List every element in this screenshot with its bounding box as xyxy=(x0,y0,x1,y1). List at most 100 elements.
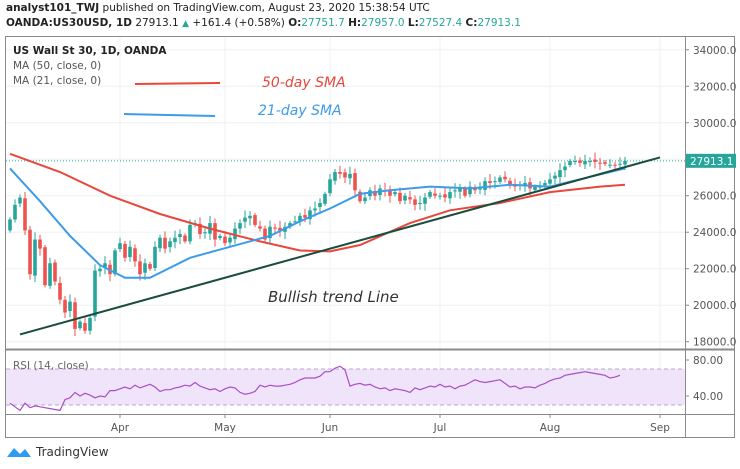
time-tick-label: May xyxy=(214,422,236,434)
candle-body xyxy=(478,188,482,190)
candle-body xyxy=(588,161,592,163)
price-axis: 34000.0 32000.0 30000.0 26000.0 24000.0 22000… xyxy=(685,45,736,349)
candle-body xyxy=(173,237,177,243)
candle-body xyxy=(553,175,557,179)
candle-body xyxy=(113,250,117,275)
candle-body xyxy=(88,317,92,331)
candle-body xyxy=(468,186,472,195)
candle-body xyxy=(123,243,127,258)
candle-body xyxy=(218,235,222,239)
symbol-name: OANDA:US30USD, 1D xyxy=(6,17,132,29)
candle-body xyxy=(603,162,607,164)
legend-ma50: MA (50, close, 0) xyxy=(13,60,102,72)
candle-body xyxy=(593,159,597,162)
price-tick-label: 30000.0 xyxy=(693,118,736,130)
candle-body xyxy=(353,173,357,191)
candle-body xyxy=(243,217,247,222)
publish-info: analyst101_TWJ published on TradingView.… xyxy=(6,2,430,14)
candle-body xyxy=(8,219,12,231)
candle-body xyxy=(268,226,272,239)
candle-body xyxy=(498,177,502,182)
candle-body xyxy=(503,176,507,180)
candle-body xyxy=(403,195,407,201)
brand-name: TradingView xyxy=(36,445,109,459)
candle-body xyxy=(438,195,442,197)
candle-body xyxy=(428,192,432,197)
candle-body xyxy=(168,241,172,248)
candle-body xyxy=(583,161,587,165)
price-tick-label: 34000.0 xyxy=(693,45,736,57)
candle-body xyxy=(393,192,397,195)
candle-body xyxy=(328,179,332,194)
price-tick-label: 24000.0 xyxy=(693,227,736,239)
candle-body xyxy=(288,223,292,227)
legend-title: US Wall St 30, 1D, OANDA xyxy=(13,45,167,57)
candle-body xyxy=(63,299,67,313)
price-tick-label: 32000.0 xyxy=(693,81,736,93)
open-value: 27751.7 xyxy=(301,17,345,29)
published-text: published on TradingView.com, August 23,… xyxy=(102,2,430,14)
candle-body xyxy=(493,181,497,183)
open-label: O: xyxy=(288,17,302,29)
rsi-band xyxy=(6,369,685,405)
candle-body xyxy=(128,246,132,258)
candle-body xyxy=(618,163,622,165)
candle-body xyxy=(38,239,42,249)
up-arrow-icon: ▲ xyxy=(182,19,189,29)
sma50-annotation: 50-day SMA xyxy=(262,75,346,91)
candle-body xyxy=(543,182,547,186)
candle-body xyxy=(398,192,402,202)
candle-body xyxy=(223,236,227,244)
candle-body xyxy=(388,190,392,196)
time-tick-label: Apr xyxy=(111,422,130,434)
rsi-line xyxy=(9,365,621,412)
sma21-legend-stroke xyxy=(123,113,216,117)
candle-body xyxy=(238,223,242,229)
candle-body xyxy=(623,160,627,165)
candles xyxy=(8,152,627,337)
sma21-line xyxy=(9,167,626,279)
candle-body xyxy=(253,215,257,225)
candle-body xyxy=(568,161,572,166)
tradingview-logo-icon xyxy=(7,448,31,457)
rsi-tick-label: 80.00 xyxy=(693,355,723,367)
candle-body xyxy=(433,193,437,196)
candle-body xyxy=(43,247,47,286)
candle-body xyxy=(578,160,582,163)
tradingview-brand[interactable]: TradingView xyxy=(6,445,109,459)
candle-body xyxy=(533,186,537,190)
candle-body xyxy=(183,235,187,242)
candle-body xyxy=(408,197,412,200)
candle-body xyxy=(188,224,192,242)
high-value: 27957.0 xyxy=(361,17,405,29)
sma50-legend-stroke xyxy=(134,82,221,85)
candle-body xyxy=(303,215,307,218)
candle-body xyxy=(68,301,72,312)
candle-body xyxy=(48,263,52,286)
publisher-name: analyst101_TWJ xyxy=(6,2,100,14)
candle-body xyxy=(233,228,237,240)
candle-body xyxy=(463,188,467,196)
candle-body xyxy=(248,215,252,219)
symbol-info: OANDA:US30USD, 1D 27913.1 ▲ +161.4 (+0.5… xyxy=(6,17,521,29)
candle-body xyxy=(133,248,137,262)
candle-body xyxy=(278,227,282,231)
candle-body xyxy=(138,261,142,275)
candle-body xyxy=(453,190,457,192)
candle-body xyxy=(203,232,207,234)
candle-body xyxy=(28,229,32,275)
candle-body xyxy=(153,246,157,268)
candle-body xyxy=(13,204,17,220)
price-tick-label: 22000.0 xyxy=(693,264,736,276)
candle-body xyxy=(338,172,342,174)
rsi-label: RSI (14, close) xyxy=(13,360,89,372)
candle-body xyxy=(448,192,452,199)
candle-body xyxy=(598,162,602,164)
time-tick-label: Jul xyxy=(433,422,447,434)
last-price-label-bg xyxy=(686,153,736,168)
candle-body xyxy=(563,166,567,171)
candle-body xyxy=(308,210,312,220)
candle-body xyxy=(33,239,37,276)
candle-body xyxy=(18,197,22,204)
